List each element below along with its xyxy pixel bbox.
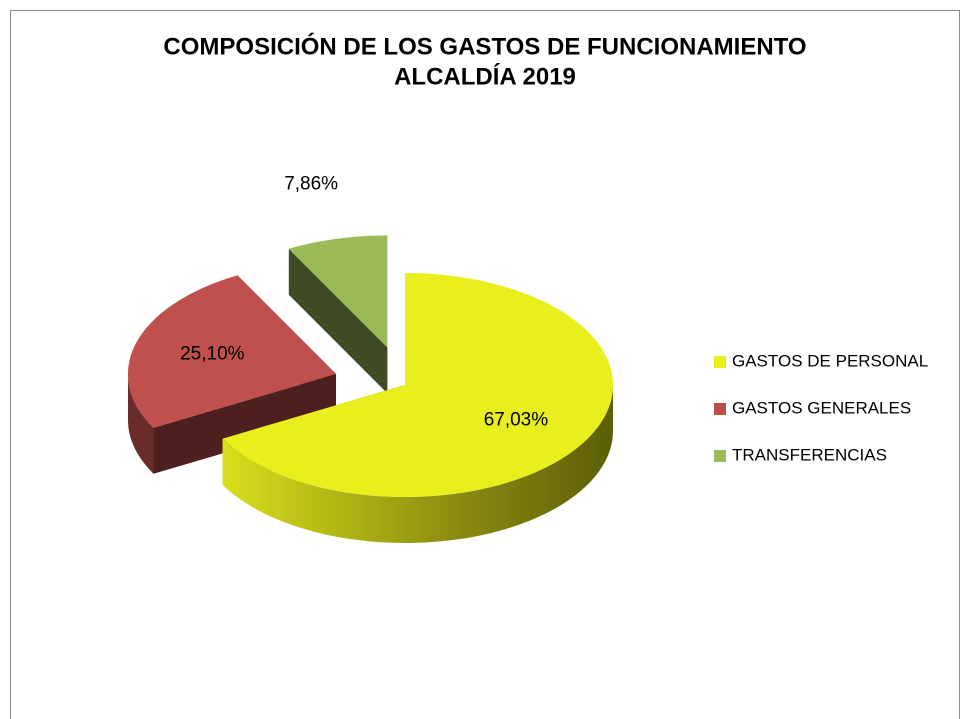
legend-label: GASTOS DE PERSONAL (732, 351, 928, 370)
legend-label: GASTOS GENERALES (732, 398, 911, 417)
chart-title: ALCALDÍA 2019 (394, 62, 576, 90)
legend-swatch (714, 356, 726, 368)
data-label: 7,86% (284, 174, 338, 195)
data-label: 67,03% (484, 409, 549, 430)
slice-side (153, 374, 336, 474)
slice (128, 275, 336, 428)
chart-title: COMPOSICIÓN DE LOS GASTOS DE FUNCIONAMIE… (163, 32, 806, 60)
data-label: 25,10% (180, 343, 245, 364)
legend-swatch (714, 450, 726, 462)
slice (222, 273, 613, 497)
legend-label: TRANSFERENCIAS (732, 445, 887, 464)
slice-wall (222, 385, 613, 543)
slice (288, 235, 388, 348)
legend-swatch (714, 403, 726, 415)
slice-wall (128, 374, 154, 474)
slice-side (288, 248, 388, 394)
